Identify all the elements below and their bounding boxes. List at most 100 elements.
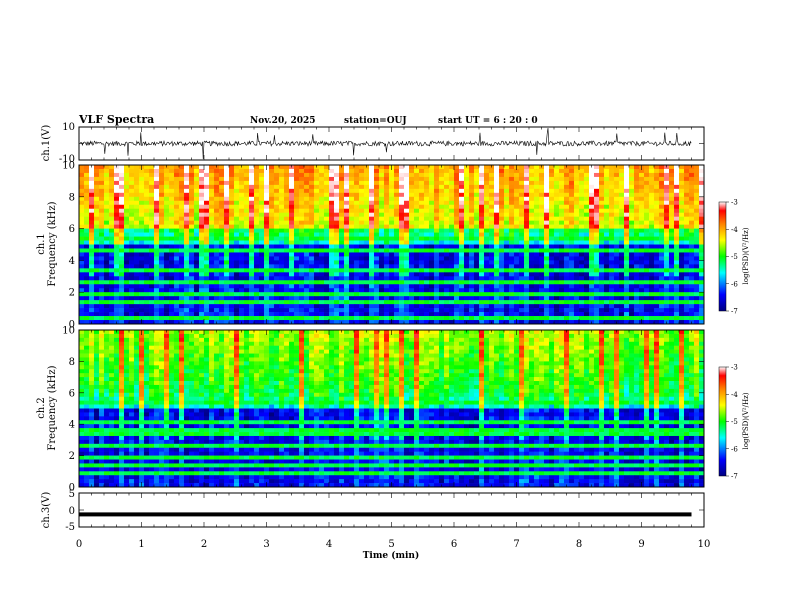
spectrogram-cell — [404, 180, 410, 186]
spectrogram-cell — [149, 165, 155, 170]
spectrogram-cell — [139, 228, 145, 233]
spectrogram-cell — [494, 240, 500, 245]
spectrogram-cell — [154, 248, 160, 253]
spectrogram-cell — [434, 165, 440, 170]
spectrogram-cell — [609, 256, 615, 261]
spectrogram-cell — [464, 188, 470, 194]
spectrogram-cell — [239, 168, 245, 174]
spectrogram-cell — [219, 212, 225, 217]
spectrogram-cell — [234, 296, 240, 301]
spectrogram-cell — [249, 204, 255, 210]
spectrogram-cell — [159, 224, 165, 229]
spectrogram-cell — [554, 276, 560, 281]
spectrogram-cell — [669, 272, 675, 277]
spectrogram-cell — [559, 280, 565, 285]
spectrogram-cell — [424, 188, 430, 194]
spectrogram-cell — [209, 232, 215, 237]
spectrogram-cell — [354, 200, 360, 206]
spectrogram-cell — [219, 228, 225, 233]
spectrogram-cell — [439, 216, 445, 221]
spectrogram-cell — [214, 260, 220, 265]
spectrogram-cell — [124, 208, 130, 213]
spectrogram-cell — [464, 304, 470, 309]
spectrogram-cell — [619, 312, 625, 317]
spectrogram-cell — [619, 168, 625, 174]
spectrogram-cell — [629, 224, 635, 229]
spectrogram-cell — [214, 220, 220, 225]
spectrogram-cell — [99, 168, 105, 174]
spectrogram-cell — [459, 180, 465, 186]
spectrogram-cell — [524, 300, 530, 305]
spectrogram-cell — [119, 200, 125, 206]
spectrogram-cell — [364, 180, 370, 186]
spectrogram-cell — [294, 280, 300, 285]
spectrogram-cell — [159, 192, 165, 198]
spectrogram-cell — [349, 204, 355, 210]
spectrogram-cell — [594, 256, 600, 261]
spectrogram-cell — [309, 212, 315, 217]
spectrogram-cell — [699, 256, 705, 261]
spectrogram-cell — [284, 176, 290, 182]
spectrogram-cell — [274, 200, 280, 206]
spectrogram-cell — [179, 308, 185, 313]
spectrogram-cell — [494, 165, 500, 170]
spectrogram-cell — [289, 288, 295, 293]
spectrogram-cell — [679, 168, 685, 174]
spectrogram-cell — [484, 236, 490, 241]
spectrogram-cell — [389, 208, 395, 213]
spectrogram-cell — [99, 236, 105, 241]
spectrogram-cell — [359, 188, 365, 194]
spectrogram-cell — [94, 320, 100, 325]
spectrogram-cell — [104, 296, 110, 301]
spectrogram-cell — [384, 264, 390, 269]
spectrogram-cell — [129, 300, 135, 305]
spectrogram-cell — [674, 172, 680, 178]
spectrogram-cell — [124, 188, 130, 194]
spectrogram-cell — [324, 180, 330, 186]
spectrogram-cell — [469, 268, 475, 273]
spectrogram-cell — [344, 224, 350, 229]
spectrogram-cell — [89, 180, 95, 186]
spectrogram-cell — [344, 288, 350, 293]
spectrogram-cell — [569, 276, 575, 281]
spectrogram-cell — [319, 264, 325, 269]
spectrogram-cell — [524, 232, 530, 237]
spectrogram-cell — [124, 224, 130, 229]
spectrogram-cell — [139, 268, 145, 273]
spectrogram-cell — [634, 284, 640, 289]
spectrogram-cell — [574, 296, 580, 301]
spectrogram-cell — [669, 316, 675, 321]
spectrogram-cell — [619, 236, 625, 241]
spectrogram-cell — [284, 172, 290, 178]
spectrogram-cell — [394, 236, 400, 241]
spectrogram-cell — [114, 228, 120, 233]
spectrogram-cell — [579, 280, 585, 285]
spectrogram-cell — [339, 232, 345, 237]
spectrogram-cell — [584, 292, 590, 297]
spectrogram-cell — [389, 188, 395, 194]
spectrogram-cell — [609, 280, 615, 285]
spectrogram-cell — [184, 200, 190, 206]
spectrogram-cell — [109, 296, 115, 301]
spectrogram-cell — [274, 196, 280, 202]
spectrogram-cell — [479, 220, 485, 225]
spectrogram-cell — [484, 316, 490, 321]
spectrogram-cell — [449, 296, 455, 301]
spectrogram-cell — [169, 240, 175, 245]
spectrogram-cell — [534, 192, 540, 198]
spectrogram-cell — [219, 304, 225, 309]
spectrogram-cell — [139, 312, 145, 317]
spectrogram-cell — [609, 260, 615, 265]
spectrogram-cell — [359, 184, 365, 190]
spectrogram-cell — [594, 244, 600, 249]
spectrogram-cell — [124, 256, 130, 261]
spectrogram-cell — [504, 300, 510, 305]
spectrogram-cell — [204, 280, 210, 285]
spectrogram-cell — [159, 256, 165, 261]
spectrogram-cell — [539, 236, 545, 241]
spectrogram-cell — [404, 280, 410, 285]
spectrogram-cell — [309, 188, 315, 194]
spectrogram-cell — [79, 232, 85, 237]
spectrogram-cell — [114, 196, 120, 202]
spectrogram-cell — [264, 184, 270, 190]
